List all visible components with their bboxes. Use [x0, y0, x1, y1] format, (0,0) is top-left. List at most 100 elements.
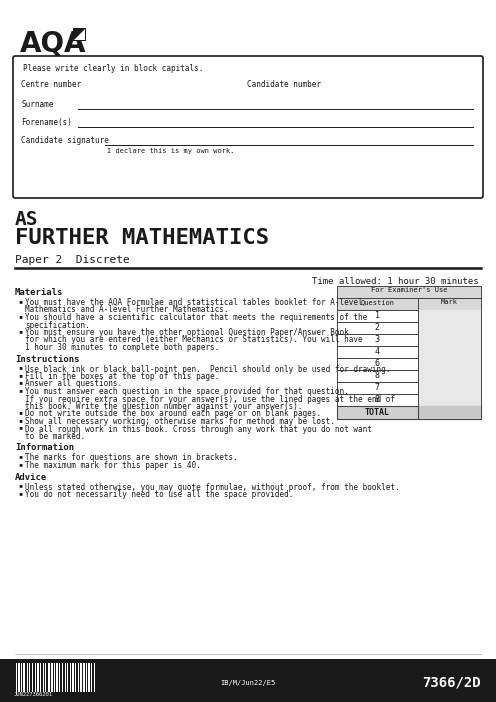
Text: Centre number: Centre number [21, 80, 81, 89]
Bar [27, 663, 28, 692]
Bar [33, 663, 35, 692]
Bar [23, 663, 25, 692]
Bar [28, 663, 29, 692]
Bar [16, 663, 17, 692]
Text: You must answer each question in the space provided for that question.: You must answer each question in the spa… [25, 387, 349, 396]
Bar [418, 370, 481, 382]
Text: ▪: ▪ [18, 387, 22, 393]
Text: Do not write outside the box around each page or on blank pages.: Do not write outside the box around each… [25, 409, 321, 418]
Bar [418, 406, 481, 419]
Text: For Examiner's Use: For Examiner's Use [371, 287, 447, 293]
Bar [75, 663, 76, 692]
Bar [85, 77, 100, 88]
Bar [94, 663, 95, 692]
Bar [20, 663, 21, 692]
Bar [80, 663, 82, 692]
Bar [337, 358, 481, 370]
Bar [48, 663, 50, 692]
Bar [86, 663, 87, 692]
Text: 1: 1 [375, 311, 380, 320]
Bar [337, 334, 481, 346]
Bar [45, 663, 46, 692]
Bar [88, 663, 90, 692]
Text: I declare this is my own work.: I declare this is my own work. [107, 148, 235, 154]
Bar [337, 286, 481, 298]
Text: You do not necessarily need to use all the space provided.: You do not necessarily need to use all t… [25, 490, 293, 499]
Text: for which you are entered (either Mechanics or Statistics). You will have: for which you are entered (either Mechan… [25, 336, 363, 345]
Text: 2: 2 [375, 323, 380, 332]
Bar [418, 322, 481, 334]
Text: You must ensure you have the other optional Question Paper/Answer Book: You must ensure you have the other optio… [25, 328, 349, 337]
Bar [18, 663, 20, 692]
Bar [40, 663, 41, 692]
Bar [85, 663, 86, 692]
Text: ▪: ▪ [18, 328, 22, 334]
Bar [101, 77, 116, 88]
Text: You should have a scientific calculator that meets the requirements of the: You should have a scientific calculator … [25, 313, 367, 322]
Bar [44, 663, 45, 692]
Bar [91, 663, 92, 692]
Text: Surname: Surname [21, 100, 54, 109]
Text: Unless stated otherwise, you may quote formulae, without proof, from the booklet: Unless stated otherwise, you may quote f… [25, 482, 400, 491]
Bar [21, 663, 22, 692]
Bar [36, 663, 37, 692]
Text: ▪: ▪ [18, 461, 22, 467]
Text: ▪: ▪ [18, 453, 22, 460]
Bar [418, 394, 481, 406]
Bar [14, 663, 16, 692]
Bar [29, 663, 30, 692]
Bar [50, 663, 51, 692]
Bar [53, 663, 54, 692]
Text: The maximum mark for this paper is 40.: The maximum mark for this paper is 40. [25, 461, 201, 470]
Text: AQA: AQA [20, 30, 86, 58]
Bar [83, 663, 85, 692]
Bar [353, 77, 368, 88]
Bar [76, 663, 78, 692]
Bar [117, 77, 132, 88]
Text: Information: Information [15, 444, 74, 453]
Bar [90, 663, 91, 692]
Text: ▪: ▪ [18, 417, 22, 423]
Bar [337, 394, 481, 406]
Text: Question: Question [360, 299, 394, 305]
Text: The marks for questions are shown in brackets.: The marks for questions are shown in bra… [25, 453, 238, 463]
Bar [0, 659, 496, 702]
Bar [337, 382, 481, 394]
Text: Do all rough work in this book. Cross through any work that you do not want: Do all rough work in this book. Cross th… [25, 425, 372, 434]
Polygon shape [74, 29, 85, 40]
Bar [62, 663, 63, 692]
Bar [337, 370, 481, 382]
Text: Forename(s): Forename(s) [21, 118, 72, 127]
Text: this book. Write the question number against your answer(s).: this book. Write the question number aga… [25, 402, 303, 411]
Text: ▪: ▪ [18, 490, 22, 496]
Text: specification.: specification. [25, 321, 90, 329]
Text: JUN227366201: JUN227366201 [14, 692, 53, 697]
Bar [418, 310, 481, 322]
Bar [418, 382, 481, 394]
Text: ▪: ▪ [18, 364, 22, 371]
Text: Candidate signature: Candidate signature [21, 136, 109, 145]
Text: ▪: ▪ [18, 380, 22, 385]
Bar [337, 406, 481, 419]
Text: 4: 4 [375, 347, 380, 356]
Bar [35, 663, 36, 692]
Text: Answer all questions.: Answer all questions. [25, 380, 122, 388]
Text: ▪: ▪ [18, 482, 22, 489]
Bar [337, 346, 481, 358]
Bar [43, 663, 44, 692]
Bar [17, 663, 18, 692]
Bar [55, 663, 56, 692]
Text: You must have the AQA Formulae and statistical tables booklet for A-level: You must have the AQA Formulae and stati… [25, 298, 363, 307]
Text: 8: 8 [375, 371, 380, 380]
Bar [46, 663, 48, 692]
Text: Mathematics and A-level Further Mathematics.: Mathematics and A-level Further Mathemat… [25, 305, 229, 314]
Bar [54, 663, 55, 692]
Text: TOTAL: TOTAL [365, 408, 390, 417]
Bar [66, 663, 67, 692]
Bar [37, 663, 39, 692]
Text: Time allowed: 1 hour 30 minutes: Time allowed: 1 hour 30 minutes [312, 277, 479, 286]
Bar [51, 663, 53, 692]
Text: 3: 3 [375, 335, 380, 344]
Text: to be marked.: to be marked. [25, 432, 85, 441]
Text: 7366/2D: 7366/2D [423, 675, 481, 689]
